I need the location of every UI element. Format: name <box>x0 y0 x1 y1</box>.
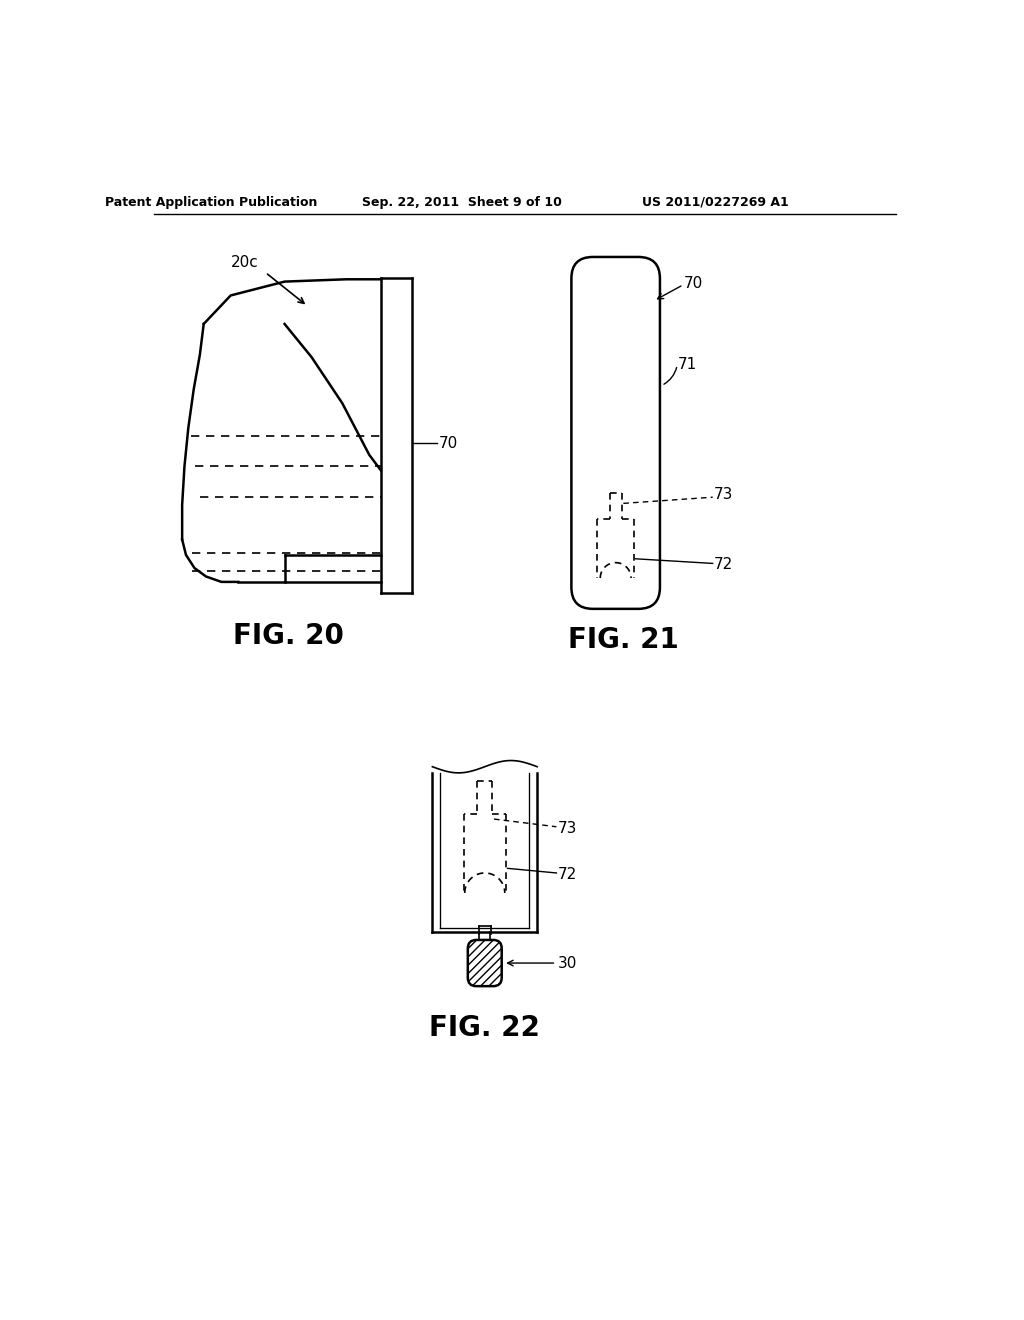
Text: FIG. 22: FIG. 22 <box>429 1015 541 1043</box>
Text: 73: 73 <box>714 487 733 503</box>
Text: 70: 70 <box>683 276 702 290</box>
Text: 72: 72 <box>714 557 733 573</box>
Text: 73: 73 <box>558 821 578 836</box>
Text: Sep. 22, 2011  Sheet 9 of 10: Sep. 22, 2011 Sheet 9 of 10 <box>361 195 561 209</box>
FancyBboxPatch shape <box>571 257 659 609</box>
Text: 30: 30 <box>558 956 578 970</box>
Text: FIG. 21: FIG. 21 <box>568 626 679 653</box>
Text: 20c: 20c <box>230 255 258 269</box>
Text: US 2011/0227269 A1: US 2011/0227269 A1 <box>642 195 790 209</box>
Text: 72: 72 <box>558 867 578 882</box>
Text: 71: 71 <box>677 358 696 372</box>
Text: FIG. 20: FIG. 20 <box>233 622 344 649</box>
Text: 70: 70 <box>438 436 458 451</box>
Text: Patent Application Publication: Patent Application Publication <box>105 195 317 209</box>
FancyBboxPatch shape <box>468 940 502 986</box>
